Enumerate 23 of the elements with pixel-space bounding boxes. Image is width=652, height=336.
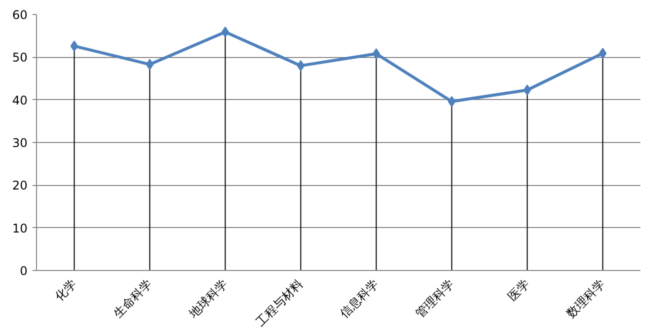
point [372, 48, 380, 60]
point [296, 60, 305, 72]
point [146, 58, 154, 70]
y-tick-label: 0 [20, 264, 28, 278]
point [221, 26, 230, 38]
y-tick-label: 60 [12, 8, 28, 22]
point [523, 84, 532, 96]
point [70, 40, 78, 52]
x-tick-label: 地球科学 [186, 276, 230, 322]
x-tick-label: 工程与材料 [253, 276, 306, 329]
point [448, 96, 456, 108]
x-tick-label: 管理科学 [412, 276, 457, 320]
y-tick-label: 10 [12, 221, 28, 236]
x-tick-label: 数理科学 [564, 276, 608, 320]
x-tick-label: 医学 [505, 276, 532, 304]
x-tick-label: 化学 [52, 276, 80, 304]
y-tick-label: 50 [12, 50, 28, 65]
x-tick-label: 生命科学 [110, 276, 155, 320]
y-tick-label: 20 [12, 178, 28, 193]
point [598, 48, 607, 59]
x-tick-label: 信息科学 [337, 276, 382, 320]
y-tick-label: 40 [12, 93, 28, 108]
y-tick-label: 30 [12, 136, 28, 150]
